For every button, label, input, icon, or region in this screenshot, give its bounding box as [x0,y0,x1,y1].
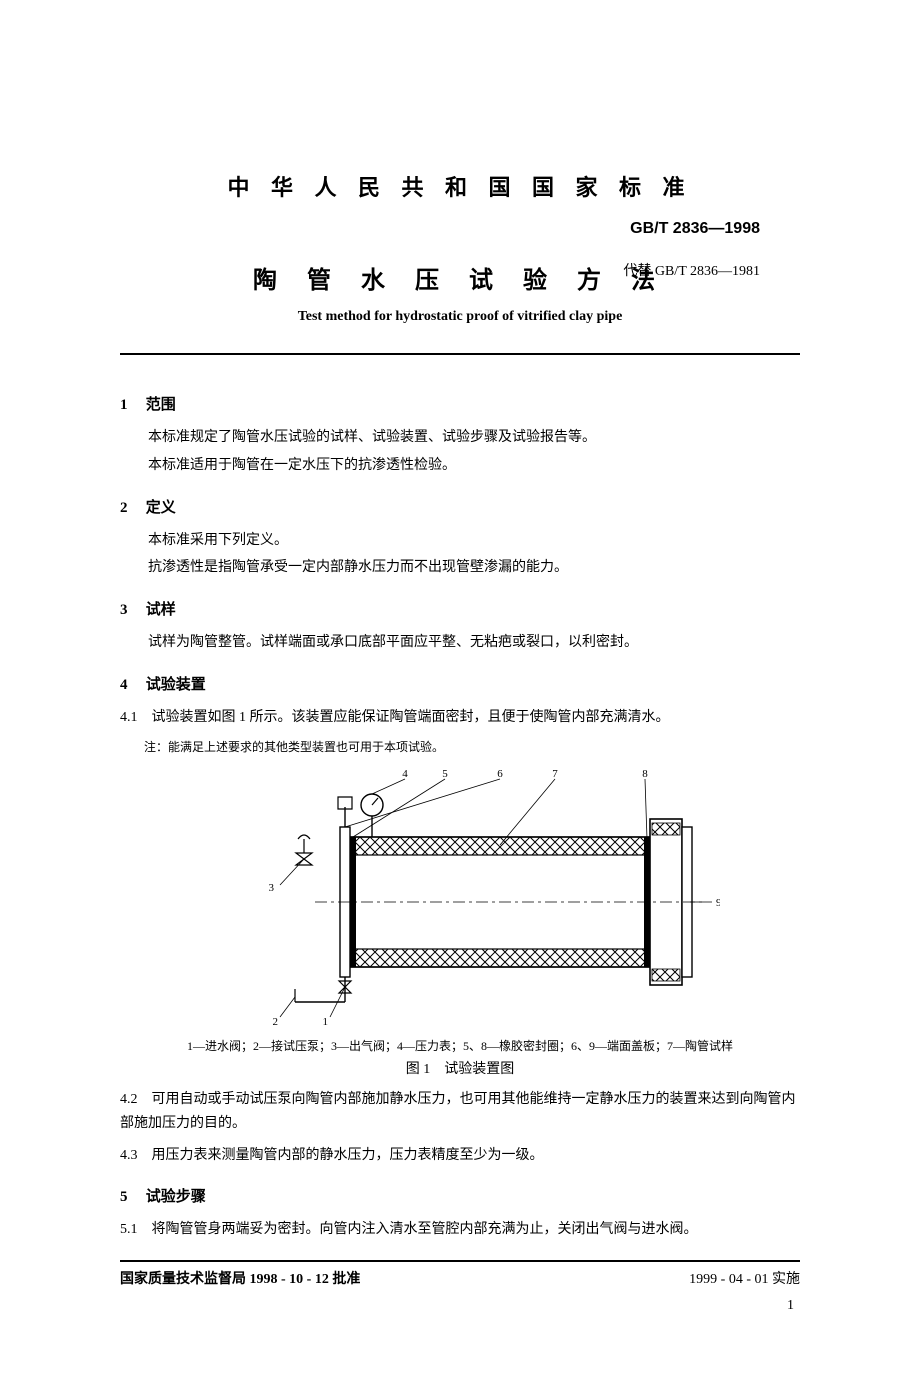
title-rule [120,353,800,355]
title-row: 陶 管 水 压 试 验 方 法 代替 GB/T 2836—1981 [120,260,800,295]
svg-text:2: 2 [273,1016,279,1027]
section-3-head: 3 试样 [120,598,800,619]
section-2-num: 2 [120,500,142,517]
section-5-head: 5 试验步骤 [120,1185,800,1206]
section-5-title: 试验步骤 [146,1189,206,1205]
section-3-num: 3 [120,602,142,619]
figure-1: 4 5 6 7 8 9 3 1 2 [120,767,800,1027]
footer-implementation: 1999 - 04 - 01 实施 [689,1268,800,1288]
doc-title: 陶 管 水 压 试 验 方 法 [253,260,667,295]
clause-5-1-num: 5.1 [120,1222,138,1237]
clause-4-1: 4.1 试验装置如图 1 所示。该装置应能保证陶管端面密封，且便于使陶管内部充满… [120,706,800,730]
svg-text:3: 3 [269,882,275,894]
clause-4-3-text: 用压力表来测量陶管内部的静水压力，压力表精度至少为一级。 [152,1148,544,1163]
section-3-p1: 试样为陶管整管。试样端面或承口底部平面应平整、无粘疤或裂口，以利密封。 [120,631,800,655]
section-1-p1: 本标准规定了陶管水压试验的试样、试验装置、试验步骤及试验报告等。 [120,426,800,450]
section-1-num: 1 [120,397,142,414]
page: 中 华 人 民 共 和 国 国 家 标 准 GB/T 2836—1998 陶 管… [0,0,920,1374]
section-2-p1: 本标准采用下列定义。 [120,529,800,553]
section-4-num: 4 [120,677,142,694]
clause-4-1-text: 试验装置如图 1 所示。该装置应能保证陶管端面密封，且便于使陶管内部充满清水。 [152,710,670,725]
figure-1-legend: 1—进水阀；2—接试压泵；3—出气阀；4—压力表；5、8—橡胶密封圈；6、9—端… [120,1037,800,1054]
figure-1-caption: 图 1 试验装置图 [120,1058,800,1078]
clause-4-3: 4.3 用压力表来测量陶管内部的静水压力，压力表精度至少为一级。 [120,1144,800,1168]
section-1-title: 范围 [146,397,176,413]
standard-code: GB/T 2836—1998 [120,220,760,238]
clause-4-2-num: 4.2 [120,1092,138,1107]
clause-4-1-num: 4.1 [120,710,138,725]
clause-4-2: 4.2 可用自动或手动试压泵向陶管内部施加静水压力，也可用其他能维持一定静水压力… [120,1088,800,1136]
section-2-title: 定义 [146,500,176,516]
svg-text:8: 8 [642,768,648,780]
svg-text:1: 1 [323,1016,329,1027]
section-1-p2: 本标准适用于陶管在一定水压下的抗渗透性检验。 [120,454,800,478]
clause-4-1-note: 注：能满足上述要求的其他类型装置也可用于本项试验。 [120,738,800,757]
clause-5-1: 5.1 将陶管管身两端妥为密封。向管内注入清水至管腔内部充满为止，关闭出气阀与进… [120,1218,800,1242]
page-number: 1 [120,1298,800,1314]
svg-text:6: 6 [497,768,503,780]
section-5-num: 5 [120,1189,142,1206]
clause-4-2-text: 可用自动或手动试压泵向陶管内部施加静水压力，也可用其他能维持一定静水压力的装置来… [120,1092,796,1131]
section-1-head: 1 范围 [120,393,800,414]
national-standard-title: 中 华 人 民 共 和 国 国 家 标 准 [120,170,800,202]
section-2-p2: 抗渗透性是指陶管承受一定内部静水压力而不出现管壁渗漏的能力。 [120,556,800,580]
clause-4-3-num: 4.3 [120,1148,138,1163]
section-3-title: 试样 [146,602,176,618]
section-2-head: 2 定义 [120,496,800,517]
svg-text:7: 7 [552,768,558,780]
section-4-head: 4 试验装置 [120,673,800,694]
svg-text:9: 9 [716,897,720,909]
subtitle-english: Test method for hydrostatic proof of vit… [120,309,800,325]
figure-1-svg: 4 5 6 7 8 9 3 1 2 [200,767,720,1027]
clause-5-1-text: 将陶管管身两端妥为密封。向管内注入清水至管腔内部充满为止，关闭出气阀与进水阀。 [152,1222,698,1237]
footer-bar: 国家质量技术监督局 1998 - 10 - 12 批准 1999 - 04 - … [120,1260,800,1288]
footer-approval: 国家质量技术监督局 1998 - 10 - 12 批准 [120,1268,360,1288]
svg-text:4: 4 [402,768,408,780]
replaces-note: 代替 GB/T 2836—1981 [623,260,760,280]
svg-text:5: 5 [442,768,448,780]
section-4-title: 试验装置 [146,677,206,693]
